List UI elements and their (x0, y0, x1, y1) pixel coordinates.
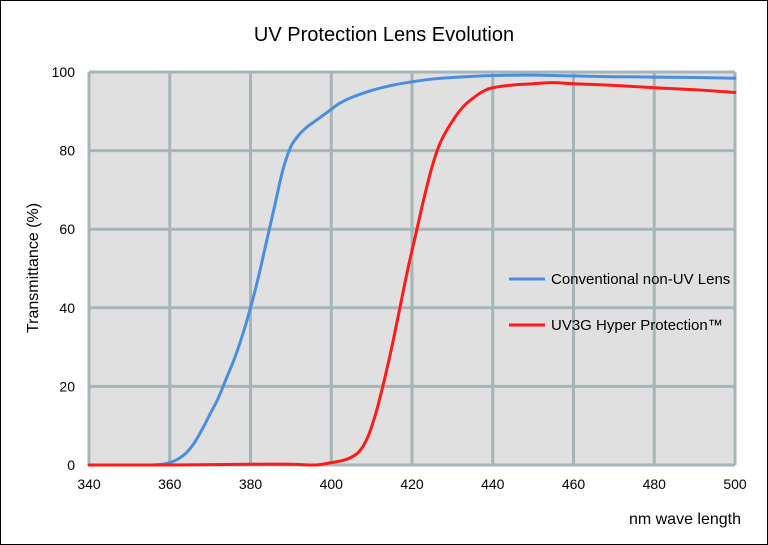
series-line-1 (87, 81, 737, 467)
x-tick-label: 380 (239, 476, 263, 492)
x-axis-title: nm wave length (629, 511, 741, 528)
x-tick-label: 400 (320, 476, 344, 492)
tick-labels: 340 360 380 400 420 440 460 480 500 0 20 40 60 80 100 (52, 64, 747, 492)
x-tick-label: 420 (400, 476, 424, 492)
series-line-0 (87, 73, 737, 467)
legend-label-conventional: Conventional non-UV Lens (551, 271, 730, 288)
x-tick-label: 340 (77, 476, 101, 492)
x-tick-label: 360 (158, 476, 182, 492)
x-tick-label: 500 (723, 476, 747, 492)
legend: Conventional non-UV Lens UV3G Hyper Prot… (509, 271, 730, 334)
y-tick-label: 80 (59, 143, 75, 159)
y-tick-label: 0 (67, 457, 75, 473)
chart-title: UV Protection Lens Evolution (254, 24, 514, 46)
legend-label-uv3g: UV3G Hyper Protection™ (551, 317, 723, 334)
x-tick-label: 440 (481, 476, 505, 492)
y-tick-label: 20 (59, 378, 75, 394)
series-lines (87, 73, 737, 467)
grid-lines (87, 70, 737, 467)
y-tick-label: 40 (59, 300, 75, 316)
y-tick-label: 100 (52, 64, 76, 80)
y-axis-title: Transmittance (%) (25, 203, 42, 333)
x-tick-label: 460 (562, 476, 586, 492)
y-tick-label: 60 (59, 221, 75, 237)
x-tick-label: 480 (643, 476, 667, 492)
